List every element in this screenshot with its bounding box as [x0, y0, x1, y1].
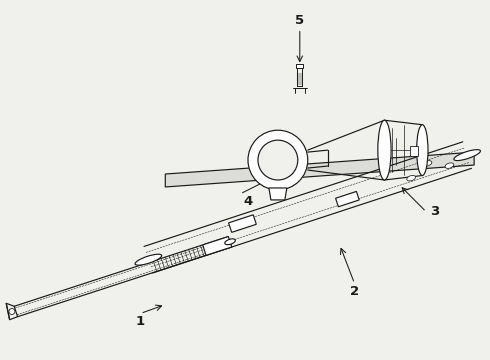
- Polygon shape: [165, 152, 474, 187]
- Text: 2: 2: [350, 285, 359, 298]
- Polygon shape: [336, 192, 359, 207]
- Ellipse shape: [454, 150, 480, 161]
- Polygon shape: [269, 188, 287, 200]
- Circle shape: [248, 130, 308, 190]
- Ellipse shape: [407, 175, 416, 181]
- FancyBboxPatch shape: [296, 64, 303, 68]
- Polygon shape: [203, 237, 232, 255]
- Ellipse shape: [378, 120, 391, 180]
- Ellipse shape: [423, 161, 432, 166]
- Text: 1: 1: [136, 315, 145, 328]
- Bar: [410, 146, 418, 156]
- Text: 4: 4: [244, 195, 253, 208]
- Text: 3: 3: [430, 205, 439, 219]
- Ellipse shape: [416, 125, 428, 176]
- Circle shape: [258, 140, 298, 180]
- Ellipse shape: [135, 254, 162, 265]
- Text: 5: 5: [295, 14, 304, 27]
- Polygon shape: [229, 215, 256, 232]
- Ellipse shape: [225, 239, 235, 245]
- Circle shape: [9, 309, 15, 315]
- Ellipse shape: [445, 163, 454, 168]
